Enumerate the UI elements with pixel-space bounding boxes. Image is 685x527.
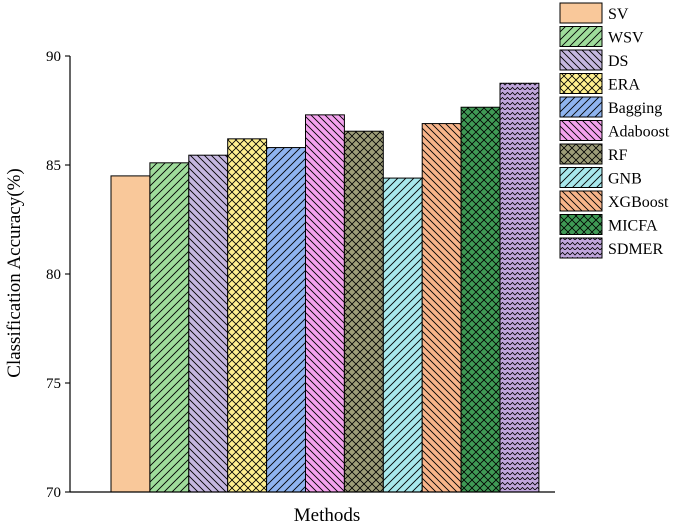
bar-adaboost xyxy=(305,114,345,493)
y-axis-ticks: 70 75 80 85 90 xyxy=(46,49,70,501)
bar-wsv xyxy=(149,162,190,493)
legend-swatch-era xyxy=(559,73,603,94)
legend-swatch-sdmer xyxy=(559,237,603,259)
legend-label-wsv: WSV xyxy=(608,30,644,47)
legend-label-ds: DS xyxy=(608,53,628,70)
bar-rf xyxy=(343,130,384,493)
y-tick-label: 90 xyxy=(46,49,61,65)
legend-label-era: ERA xyxy=(608,77,640,94)
legend-label-sdmer: SDMER xyxy=(608,241,663,258)
y-axis-title: Classification Accuracy(%) xyxy=(4,168,25,377)
legend-swatch-ds xyxy=(559,49,603,71)
legend: SV WSV DS ERA Bagging Adaboost RF GNB XGBoost MIC… xyxy=(559,2,670,259)
bar-sv xyxy=(110,175,151,493)
legend-swatch-sv xyxy=(559,2,603,24)
legend-label-sv: SV xyxy=(608,6,629,23)
legend-swatch-bagging xyxy=(559,96,603,118)
bar-micfa xyxy=(460,106,501,493)
legend-label-adaboost: Adaboost xyxy=(608,124,670,141)
legend-swatch-rf xyxy=(559,143,603,165)
legend-swatch-gnb xyxy=(559,167,603,188)
bar-ds xyxy=(188,154,229,493)
y-tick-label: 85 xyxy=(46,158,61,174)
legend-swatch-wsv xyxy=(559,26,603,47)
legend-label-micfa: MICFA xyxy=(608,218,658,235)
x-axis-title: Methods xyxy=(294,505,361,526)
bars-group xyxy=(110,82,540,493)
y-tick-label: 75 xyxy=(46,376,61,392)
bar-xgboost xyxy=(421,123,462,493)
y-tick-label: 70 xyxy=(46,485,61,501)
bar-era xyxy=(227,138,268,493)
bar-bagging xyxy=(266,147,307,493)
legend-label-rf: RF xyxy=(608,147,628,164)
bar-sdmer xyxy=(499,82,540,493)
legend-label-gnb: GNB xyxy=(608,171,642,188)
legend-swatch-micfa xyxy=(559,214,603,235)
legend-swatch-adaboost xyxy=(559,120,603,141)
legend-swatch-xgboost xyxy=(559,190,603,212)
bar-gnb xyxy=(382,177,423,493)
legend-label-xgboost: XGBoost xyxy=(608,194,669,211)
y-tick-label: 80 xyxy=(46,267,61,283)
legend-label-bagging: Bagging xyxy=(608,100,662,117)
